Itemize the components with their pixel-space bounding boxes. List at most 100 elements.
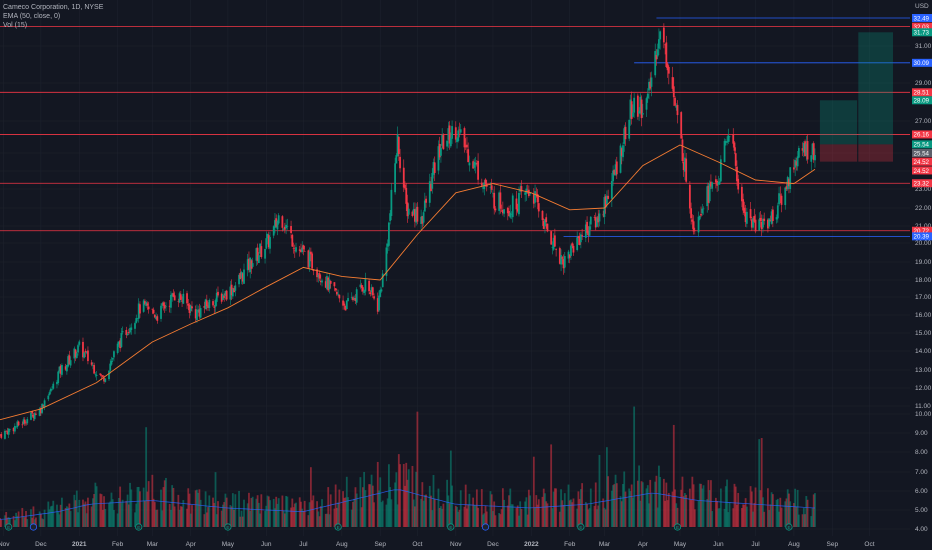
ema-indicator-label[interactable]: EMA (50, close, 0) xyxy=(3,12,103,21)
chart-grid xyxy=(0,0,910,536)
candle-body xyxy=(573,246,575,253)
candle-body xyxy=(561,257,563,259)
candle-body xyxy=(682,139,684,161)
candle-body xyxy=(113,351,115,357)
y-tick-label: 22.00 xyxy=(915,205,932,212)
volume-bar xyxy=(451,486,453,527)
candle-body xyxy=(96,375,98,376)
volume-bar xyxy=(174,506,176,527)
volume-bar xyxy=(130,489,132,527)
profit-zone xyxy=(820,100,857,144)
volume-bar xyxy=(208,495,210,527)
volume-bar xyxy=(52,501,54,527)
time-axis[interactable]: Nov Dec 2021 Feb Mar Apr May Jun Jul Aug Sep Oct Nov… xyxy=(0,541,875,548)
chart-legend: Cameco Corporation, 1D, NYSE EMA (50, cl… xyxy=(3,3,103,30)
candle-body xyxy=(346,301,348,309)
x-tick-label: Dec xyxy=(487,541,499,548)
candle-body xyxy=(797,156,799,166)
candle-body xyxy=(423,212,425,222)
candle-body xyxy=(694,230,696,231)
position-boxes[interactable] xyxy=(820,32,893,161)
candle-body xyxy=(290,226,292,233)
candle-body xyxy=(446,141,448,147)
candle-body xyxy=(208,300,210,308)
volume-bar xyxy=(148,481,150,527)
volume-bar xyxy=(616,483,618,527)
candle-body xyxy=(200,308,202,318)
volume-bar xyxy=(182,500,184,527)
candle-body xyxy=(431,173,433,189)
y-tick-label: 6.00 xyxy=(915,488,928,495)
candle-body xyxy=(338,295,340,299)
volume-indicator-label[interactable]: Vol (15) xyxy=(3,21,103,30)
candle-body xyxy=(47,396,49,400)
x-tick-label: Nov xyxy=(0,541,10,548)
position-price-tag: 24.52 xyxy=(914,159,930,166)
candle-body xyxy=(334,282,336,286)
profit-zone xyxy=(858,32,893,144)
symbol-title[interactable]: Cameco Corporation, 1D, NYSE xyxy=(3,3,103,12)
candle-body xyxy=(599,213,601,221)
candle-body xyxy=(264,249,266,259)
level-price-tag: 23.32 xyxy=(914,181,930,188)
volume-bars xyxy=(0,407,816,527)
candle-body xyxy=(404,185,406,189)
horizontal-levels[interactable] xyxy=(0,18,910,236)
volume-bar xyxy=(538,499,540,527)
candle-body xyxy=(311,253,313,268)
volume-bar xyxy=(434,499,436,527)
volume-bar xyxy=(243,500,245,527)
y-tick-label: 8.00 xyxy=(915,449,928,456)
volume-bar xyxy=(469,494,471,527)
y-tick-label: 19.00 xyxy=(915,259,932,266)
volume-bar xyxy=(373,502,375,527)
x-tick-label: Sep xyxy=(827,541,839,548)
candle-body xyxy=(99,373,101,375)
volume-bar xyxy=(703,485,705,527)
candle-body xyxy=(473,162,475,168)
candle-body xyxy=(607,196,609,199)
candle-body xyxy=(509,213,511,218)
candle-body xyxy=(44,400,46,407)
candle-body xyxy=(146,303,148,305)
candle-body xyxy=(451,126,453,139)
candle-body xyxy=(677,105,679,115)
earnings-marker-letter: E xyxy=(226,525,229,530)
candle-body xyxy=(398,137,400,154)
candle-body xyxy=(258,255,260,263)
volume-bar xyxy=(564,493,566,527)
candle-body xyxy=(443,135,445,149)
candle-body xyxy=(425,199,427,203)
candle-body xyxy=(364,279,366,292)
y-tick-label: 17.00 xyxy=(915,294,932,301)
candle-body xyxy=(127,334,129,335)
volume-bar xyxy=(443,504,445,527)
candle-body xyxy=(642,113,644,114)
candle-body xyxy=(378,296,380,311)
volume-bar xyxy=(330,494,332,527)
candle-body xyxy=(734,142,736,150)
candle-body xyxy=(388,223,390,246)
candle-body xyxy=(485,179,487,184)
candle-body xyxy=(403,168,405,188)
candle-body xyxy=(647,94,649,99)
volume-bar xyxy=(26,519,28,527)
candle-body xyxy=(814,155,816,160)
volume-bar xyxy=(633,407,635,527)
candle-body xyxy=(518,193,520,214)
volume-bar xyxy=(529,495,531,527)
candle-body xyxy=(703,209,705,210)
candle-body xyxy=(180,294,182,300)
y-tick-label: 29.00 xyxy=(915,80,932,87)
y-tick-label: 18.00 xyxy=(915,277,932,284)
ray-price-tag: 20.39 xyxy=(914,234,930,241)
candle-body xyxy=(170,295,172,308)
candle-body xyxy=(724,141,726,162)
candle-body xyxy=(139,304,141,313)
y-tick-label: 14.00 xyxy=(915,348,932,355)
candle-body xyxy=(51,389,53,390)
volume-bar xyxy=(789,501,791,527)
volume-bar xyxy=(807,500,809,527)
